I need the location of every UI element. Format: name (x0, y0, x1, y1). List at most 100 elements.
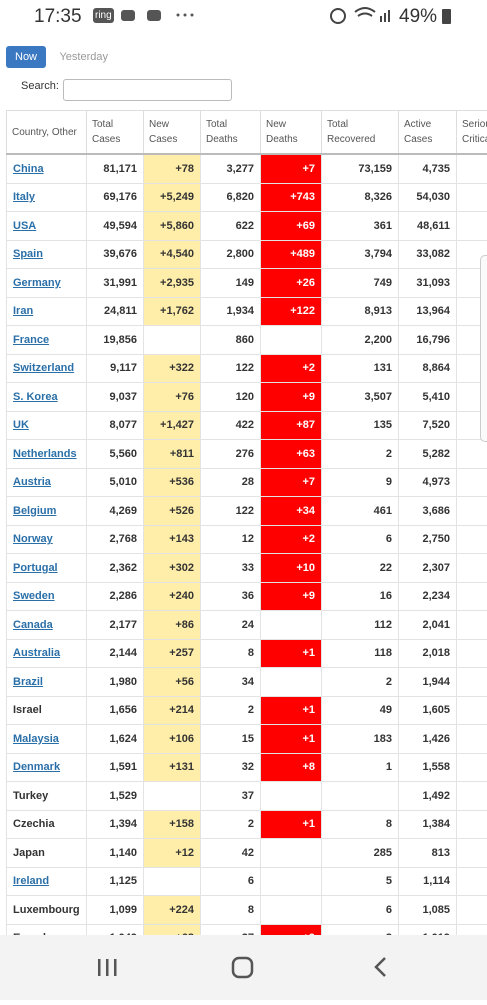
cell (261, 782, 322, 811)
country[interactable]: Spain (7, 240, 87, 269)
cell: 120 (201, 383, 261, 412)
country[interactable]: Brazil (7, 668, 87, 697)
cell: +9 (261, 383, 322, 412)
cell: 2 (201, 810, 261, 839)
country[interactable]: Sweden (7, 582, 87, 611)
cell: +743 (261, 183, 322, 212)
cell: 4,735 (399, 154, 457, 183)
cell: +106 (144, 725, 201, 754)
country[interactable]: Australia (7, 639, 87, 668)
country[interactable]: USA (7, 212, 87, 241)
cell: +86 (144, 611, 201, 640)
cell (457, 668, 487, 697)
cell: 54,030 (399, 183, 457, 212)
country: Israel (7, 696, 87, 725)
column-header[interactable]: Serious, Critical (457, 111, 487, 155)
cell: 9,037 (87, 383, 144, 412)
cell: 37 (201, 782, 261, 811)
tabs: Now Yesterday (6, 46, 117, 68)
cell: 1,426 (399, 725, 457, 754)
cell: 622 (201, 212, 261, 241)
cell: 4,973 (399, 468, 457, 497)
cell: +78 (144, 154, 201, 183)
battery: 49% (399, 6, 437, 28)
country[interactable]: Switzerland (7, 354, 87, 383)
country[interactable]: Germany (7, 269, 87, 298)
country[interactable]: Belgium (7, 497, 87, 526)
cell: 31,991 (87, 269, 144, 298)
cell: 5,282 (399, 440, 457, 469)
column-header[interactable]: Total Recovered (322, 111, 399, 155)
cell: 461 (322, 497, 399, 526)
cell: 1,085 (399, 896, 457, 925)
country[interactable]: Austria (7, 468, 87, 497)
cell (457, 782, 487, 811)
country[interactable]: Portugal (7, 554, 87, 583)
search-label: Search: (21, 80, 59, 92)
cell: 1,656 (87, 696, 144, 725)
column-header[interactable]: Active Cases (399, 111, 457, 155)
cell: 28 (201, 468, 261, 497)
cell: 813 (399, 839, 457, 868)
cell: +2 (261, 525, 322, 554)
cell: 36 (201, 582, 261, 611)
country[interactable]: S. Korea (7, 383, 87, 412)
country[interactable]: France (7, 326, 87, 355)
cell: 422 (201, 411, 261, 440)
tab[interactable]: Yesterday (50, 46, 117, 68)
cell: 2 (201, 696, 261, 725)
cell: 2,041 (399, 611, 457, 640)
cell: +68 (144, 924, 201, 935)
cell: +7 (261, 468, 322, 497)
scrollbar[interactable] (480, 255, 487, 442)
column-header[interactable]: Total Deaths (201, 111, 261, 155)
tab[interactable]: Now (6, 46, 46, 68)
country[interactable]: Canada (7, 611, 87, 640)
cell: 16,796 (399, 326, 457, 355)
cell: 122 (201, 497, 261, 526)
country[interactable]: Malaysia (7, 725, 87, 754)
column-header[interactable]: New Cases (144, 111, 201, 155)
cell: 1,591 (87, 753, 144, 782)
country[interactable]: UK (7, 411, 87, 440)
country[interactable]: China (7, 154, 87, 183)
country[interactable]: Iran (7, 297, 87, 326)
country: Czechia (7, 810, 87, 839)
cell: 149 (201, 269, 261, 298)
cell: 5 (322, 867, 399, 896)
cell: +1 (261, 696, 322, 725)
country[interactable]: Italy (7, 183, 87, 212)
column-header[interactable]: Country, Other (7, 111, 87, 155)
cell: +143 (144, 525, 201, 554)
column-header[interactable]: Total Cases (87, 111, 144, 155)
cell (457, 554, 487, 583)
country[interactable]: Norway (7, 525, 87, 554)
cell: 8,326 (322, 183, 399, 212)
cell: 2,200 (322, 326, 399, 355)
cell (457, 183, 487, 212)
country[interactable]: Ireland (7, 867, 87, 896)
country[interactable]: Netherlands (7, 440, 87, 469)
cell: 276 (201, 440, 261, 469)
cell: 22 (322, 554, 399, 583)
search-input[interactable] (63, 79, 232, 101)
cell: 2,177 (87, 611, 144, 640)
cell: +240 (144, 582, 201, 611)
cell (457, 696, 487, 725)
column-header[interactable]: New Deaths (261, 111, 322, 155)
cell: 361 (322, 212, 399, 241)
cell: 6 (201, 867, 261, 896)
country[interactable]: Denmark (7, 753, 87, 782)
cell (457, 212, 487, 241)
cell: +1,762 (144, 297, 201, 326)
